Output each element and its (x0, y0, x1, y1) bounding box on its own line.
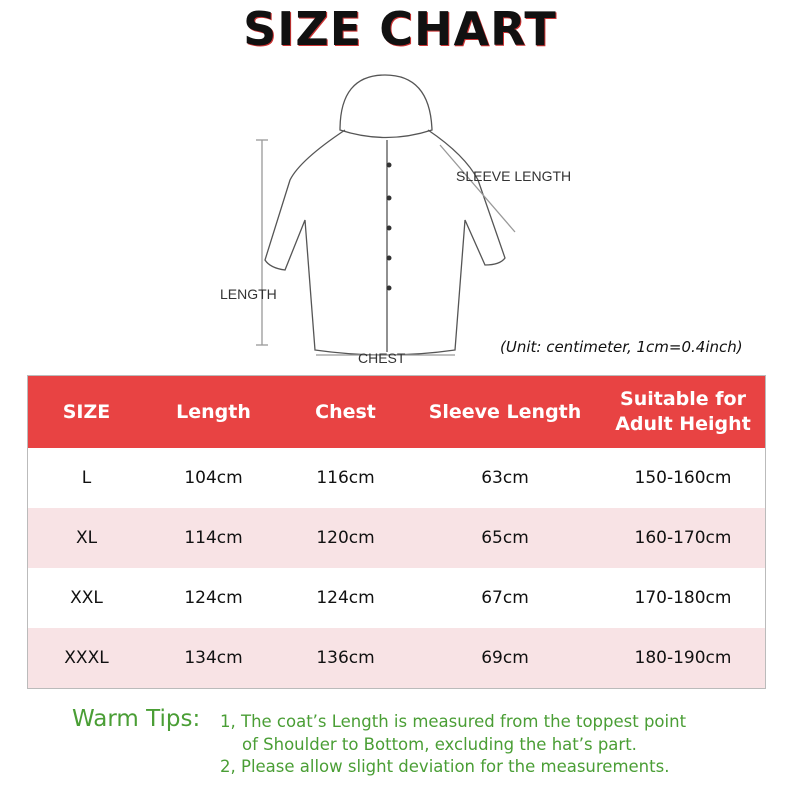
table-row: XXL 124cm 124cm 67cm 170-180cm (28, 568, 766, 628)
header-size: SIZE (27, 375, 145, 448)
length-label: LENGTH (220, 286, 277, 302)
cell: 69cm (409, 628, 601, 689)
cell: 150-160cm (634, 468, 732, 488)
raincoat-diagram (256, 74, 516, 356)
header-chest: Chest (282, 375, 409, 448)
cell: 67cm (481, 588, 529, 608)
chest-label: CHEST (358, 350, 406, 366)
cell: XXXL (27, 628, 145, 689)
cell: 65cm (409, 508, 601, 568)
cell: XL (27, 508, 145, 568)
header-row: SIZE Length Chest Sleeve Length Suitable… (27, 375, 766, 448)
tip-2: 2, Please allow slight deviation for the… (220, 757, 670, 776)
header-sleeve: Sleeve Length (409, 375, 601, 448)
cell: 120cm (282, 508, 409, 568)
tip-1: 1, The coat’s Length is measured from th… (220, 712, 687, 731)
tips-heading: Warm Tips: (72, 706, 201, 732)
coat-body (264, 129, 506, 356)
sleeve-length-label: SLEEVE LENGTH (456, 168, 572, 184)
header-length: Length (145, 375, 282, 448)
cell: 63cm (481, 468, 529, 488)
table-row: XXXL 134cm 136cm 69cm 180-190cm (27, 628, 766, 689)
table-row: L 104cm 116cm 63cm 150-160cm (28, 448, 766, 508)
cell: XXL (70, 588, 103, 608)
cell: 124cm (316, 588, 375, 608)
cell: L (81, 468, 92, 488)
cell: 170-180cm (634, 588, 732, 608)
cell: 104cm (184, 468, 243, 488)
cell: 134cm (145, 628, 282, 689)
unit-note: (Unit: centimeter, 1cm=0.4inch) (500, 338, 743, 356)
tip-1-cont: of Shoulder to Bottom, excluding the hat… (242, 735, 637, 754)
cell: 116cm (316, 468, 375, 488)
cell: 114cm (145, 508, 282, 568)
page-title: SIZE CHART (243, 2, 557, 56)
cell: 160-170cm (601, 508, 766, 568)
cell: 180-190cm (601, 628, 766, 689)
cell: 136cm (282, 628, 409, 689)
size-table: SIZE Length Chest Sleeve Length Suitable… (27, 375, 766, 689)
cell: 124cm (184, 588, 243, 608)
header-height: Suitable for Adult Height (601, 375, 766, 448)
hood (339, 74, 433, 139)
table-row: XL 114cm 120cm 65cm 160-170cm (27, 508, 766, 568)
